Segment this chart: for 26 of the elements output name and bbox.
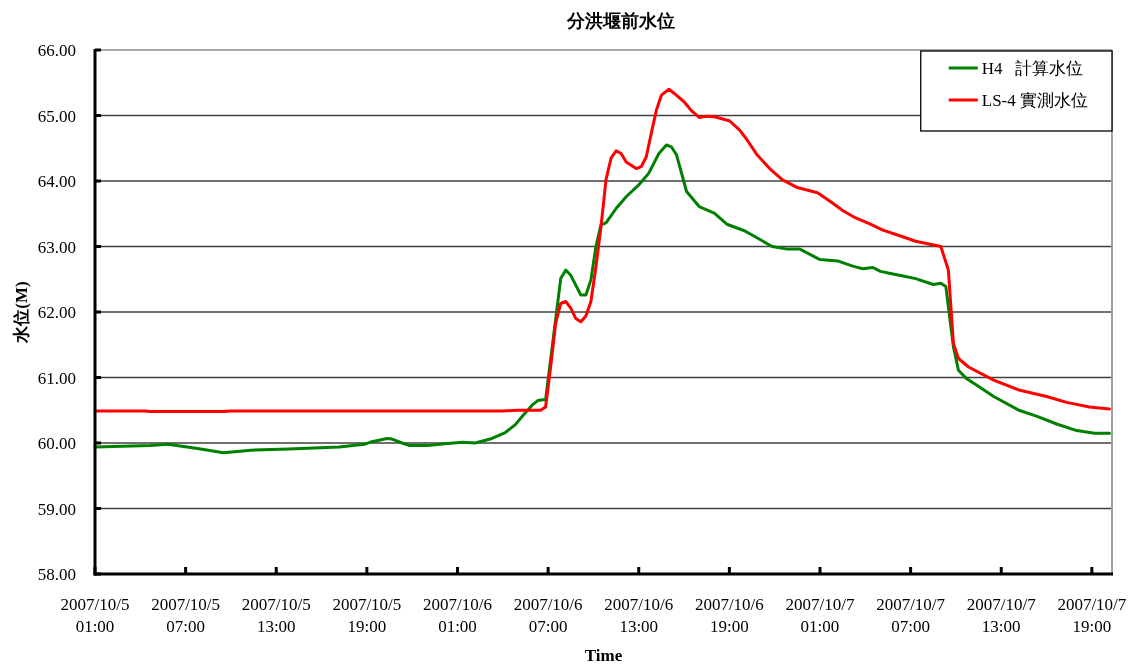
y-tick-label: 60.00 [37,434,76,453]
x-tick-label: 2007/10/5 07:00 [151,595,221,636]
y-axis-title: 水位(M) [12,281,31,344]
chart-title: 分洪堰前水位 [566,11,675,31]
x-tick-label: 2007/10/5 01:00 [60,595,130,636]
x-tick-label: 2007/10/6 19:00 [694,595,764,636]
x-tick-label: 2007/10/7 13:00 [966,595,1037,636]
x-tick-label: 2007/10/7 07:00 [876,595,946,636]
y-tick-label: 58.00 [37,565,76,584]
x-tick-label: 2007/10/7 19:00 [1057,595,1127,636]
x-tick-label: 2007/10/6 01:00 [423,595,492,636]
y-tick-label: 62.00 [37,303,76,322]
y-tick-label: 64.00 [37,172,76,191]
x-tick-label: 2007/10/6 07:00 [513,595,583,636]
x-tick-label: 2007/10/5 13:00 [241,595,311,636]
y-tick-label: 63.00 [37,237,76,257]
x-tick-label: 2007/10/6 13:00 [604,595,674,636]
x-tick-label: 2007/10/7 01:00 [785,595,855,636]
x-tick-label: 2007/10/5 19:00 [332,595,402,636]
y-tick-label: 65.00 [37,106,76,126]
y-tick-label: 66.00 [37,41,76,60]
y-tick-label: 61.00 [37,368,76,388]
legend-label: H4 計算水位 [981,59,1084,78]
x-axis-title: Time [584,646,623,665]
legend-label: LS-4 實測水位 [981,91,1088,110]
y-tick-label: 59.00 [37,499,76,519]
